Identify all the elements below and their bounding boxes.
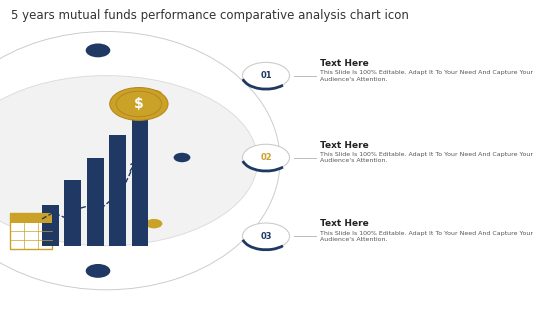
Text: 01: 01 [260, 71, 272, 80]
Circle shape [174, 153, 190, 162]
Text: 5 years mutual funds performance comparative analysis chart icon: 5 years mutual funds performance compara… [11, 9, 409, 22]
Circle shape [242, 223, 290, 249]
Circle shape [146, 219, 162, 228]
Bar [87, 158, 104, 246]
Text: $: $ [134, 97, 144, 111]
Circle shape [0, 76, 258, 246]
Circle shape [110, 88, 168, 120]
Text: This Slide Is 100% Editable. Adapt It To Your Need And Capture Your
Audience's A: This Slide Is 100% Editable. Adapt It To… [320, 231, 533, 242]
Circle shape [146, 90, 162, 99]
Circle shape [242, 62, 290, 89]
Text: Text Here: Text Here [320, 140, 369, 150]
Bar [42, 205, 59, 246]
Text: Text Here: Text Here [320, 59, 369, 68]
Bar [109, 135, 126, 246]
Bar [10, 213, 52, 223]
Circle shape [242, 144, 290, 171]
Bar [132, 107, 148, 246]
Text: This Slide Is 100% Editable. Adapt It To Your Need And Capture Your
Audience's A: This Slide Is 100% Editable. Adapt It To… [320, 70, 533, 82]
Bar [10, 213, 52, 249]
Text: 02: 02 [260, 153, 272, 162]
Text: 03: 03 [260, 232, 272, 241]
Text: Text Here: Text Here [320, 219, 369, 228]
Text: This Slide Is 100% Editable. Adapt It To Your Need And Capture Your
Audience's A: This Slide Is 100% Editable. Adapt It To… [320, 152, 533, 163]
Bar [64, 180, 81, 246]
Circle shape [86, 43, 110, 57]
Circle shape [86, 264, 110, 278]
